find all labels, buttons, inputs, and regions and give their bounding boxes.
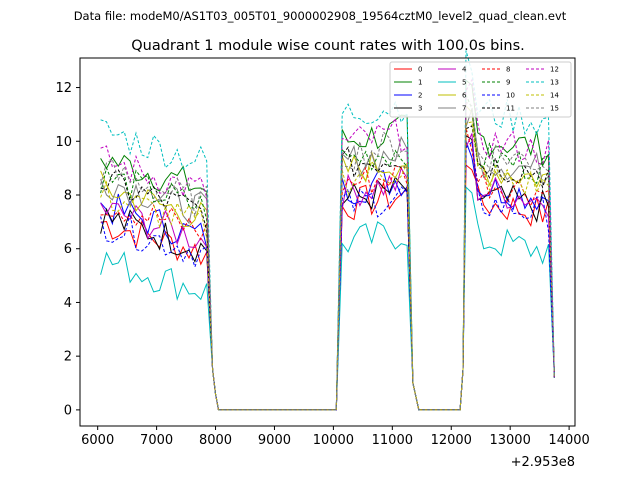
legend-label: 12 [550, 66, 559, 74]
legend-label: 8 [506, 66, 510, 74]
legend-label: 14 [550, 92, 559, 100]
x-tick-label: 6000 [81, 433, 114, 448]
legend-label: 6 [462, 92, 467, 100]
series-line-4 [100, 133, 555, 411]
x-tick-label: 7000 [140, 433, 173, 448]
legend-box [389, 61, 572, 118]
x-offset-text: +2.953e8 [511, 455, 575, 470]
x-axis: 6000 7000 8000 9000 10000 11000 12000 13000 1400… [81, 426, 590, 448]
axes-frame [79, 57, 576, 427]
y-axis: 0 2 4 6 8 10 12 [55, 81, 80, 418]
legend-label: 11 [506, 105, 515, 113]
x-tick-label: 9000 [258, 433, 291, 448]
series-line-13 [100, 50, 555, 411]
legend-label: 5 [462, 79, 466, 87]
x-tick-label: 11000 [372, 433, 413, 448]
chart-title: Quadrant 1 module wise count rates with … [131, 38, 525, 54]
x-tick-label: 13000 [489, 433, 530, 448]
series-line-2 [100, 141, 555, 411]
series-line-11 [100, 125, 555, 411]
y-tick-label: 2 [64, 350, 72, 365]
legend-label: 3 [418, 105, 422, 113]
legend-label: 0 [418, 66, 422, 74]
y-tick-label: 4 [64, 296, 72, 311]
legend-label: 1 [418, 79, 422, 87]
series-line-10 [100, 140, 555, 411]
x-tick-label: 12000 [431, 433, 472, 448]
legend-label: 9 [506, 79, 510, 87]
legend-label: 2 [418, 92, 422, 100]
y-tick-label: 10 [55, 135, 72, 150]
series-line-3 [100, 134, 555, 411]
series-line-8 [100, 127, 555, 411]
series-line-1 [100, 79, 555, 411]
legend-label: 15 [550, 105, 559, 113]
series-line-6 [100, 104, 555, 411]
series-line-5 [100, 186, 555, 411]
legend-label: 10 [506, 92, 515, 100]
plot-area [100, 50, 555, 411]
x-tick-label: 8000 [199, 433, 232, 448]
legend-label: 13 [550, 79, 559, 87]
y-tick-label: 8 [64, 188, 72, 203]
x-tick-label: 10000 [313, 433, 354, 448]
series-line-15 [100, 101, 555, 411]
x-tick-label: 14000 [548, 433, 589, 448]
legend-label: 7 [462, 105, 466, 113]
y-tick-label: 12 [55, 81, 72, 96]
series-line-0 [100, 163, 555, 411]
y-tick-label: 0 [64, 403, 72, 418]
series-line-9 [100, 94, 555, 411]
legend-label: 4 [462, 66, 467, 74]
y-tick-label: 6 [64, 242, 72, 257]
suptitle: Data file: modeM0/AS1T03_005T01_90000029… [74, 9, 567, 23]
series-line-12 [100, 78, 555, 411]
series-line-14 [100, 121, 555, 411]
